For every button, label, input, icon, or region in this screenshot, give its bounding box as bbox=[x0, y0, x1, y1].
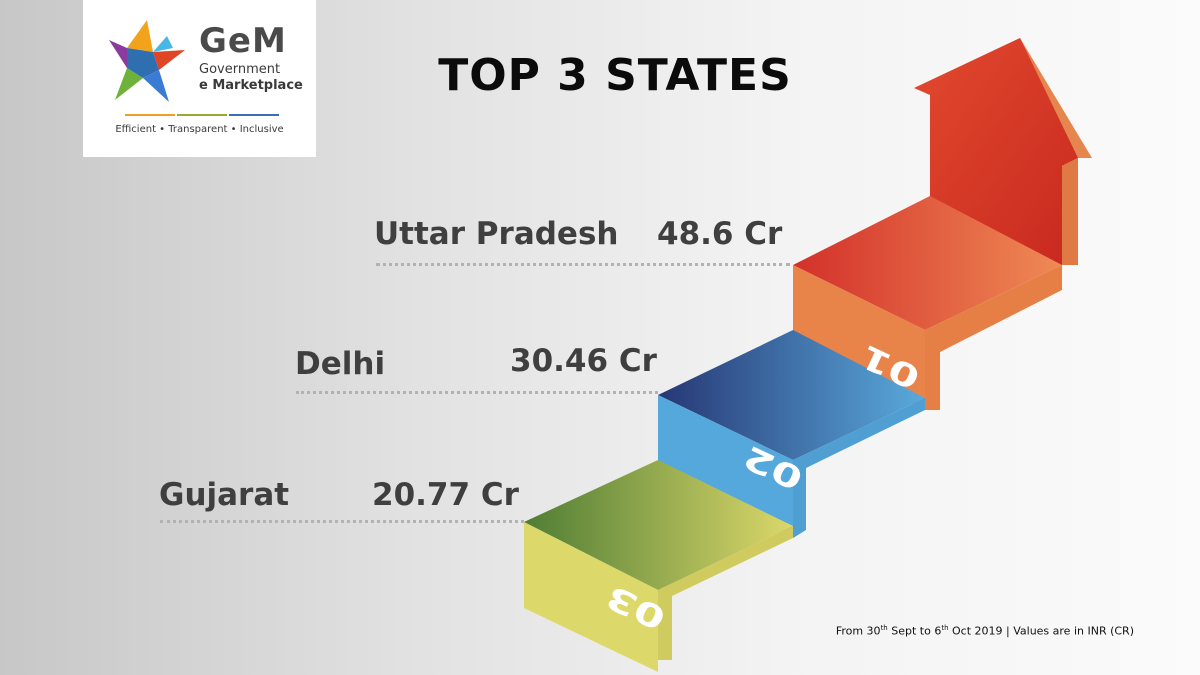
dotted-line-2 bbox=[296, 391, 658, 394]
logo-name: GeM bbox=[199, 21, 287, 61]
state-name-2: Delhi bbox=[295, 346, 386, 382]
step-1-front bbox=[793, 265, 925, 410]
state-value-1: 48.6 Cr bbox=[657, 216, 783, 252]
date-range-footnote: From 30th Sept to 6th Oct 2019 | Values … bbox=[836, 624, 1134, 638]
state-value-2: 30.46 Cr bbox=[510, 343, 657, 379]
step-1-top bbox=[793, 196, 1062, 330]
step-2-front bbox=[658, 395, 793, 538]
logo-rule-orange bbox=[125, 114, 175, 116]
logo-line-2: e Marketplace bbox=[199, 78, 303, 93]
state-value-3: 20.77 Cr bbox=[372, 477, 519, 513]
footnote-suffix: Oct 2019 | Values are in INR (CR) bbox=[948, 624, 1134, 638]
dotted-line-1 bbox=[376, 263, 790, 266]
arrow-head bbox=[914, 38, 1078, 265]
footnote-from: From 30 bbox=[835, 624, 881, 638]
step-3-top bbox=[524, 460, 793, 590]
step-3-front bbox=[524, 522, 658, 672]
footnote-to-sup: th bbox=[941, 624, 949, 632]
step-2-right bbox=[793, 398, 925, 538]
page-title: TOP 3 STATES bbox=[438, 50, 792, 101]
logo-rule-green bbox=[177, 114, 227, 116]
footnote-mid: Sept to 6 bbox=[887, 624, 942, 638]
state-name-3: Gujarat bbox=[159, 477, 290, 513]
state-name-1: Uttar Pradesh bbox=[374, 216, 619, 252]
dotted-line-3 bbox=[160, 520, 524, 523]
footnote-from-sup: th bbox=[880, 624, 888, 632]
logo-tagline: Efficient • Transparent • Inclusive bbox=[115, 124, 284, 135]
arrow-right-wall bbox=[1062, 158, 1078, 265]
step-2-top bbox=[658, 330, 925, 460]
step-1-right bbox=[925, 265, 1062, 410]
logo-rule-blue bbox=[229, 114, 279, 116]
gem-logo-card: GeM Government e Marketplace Efficient •… bbox=[83, 0, 316, 157]
gem-star-logo-icon bbox=[109, 20, 185, 102]
logo-line-1: Government bbox=[199, 62, 281, 77]
step-3-right bbox=[658, 526, 793, 660]
